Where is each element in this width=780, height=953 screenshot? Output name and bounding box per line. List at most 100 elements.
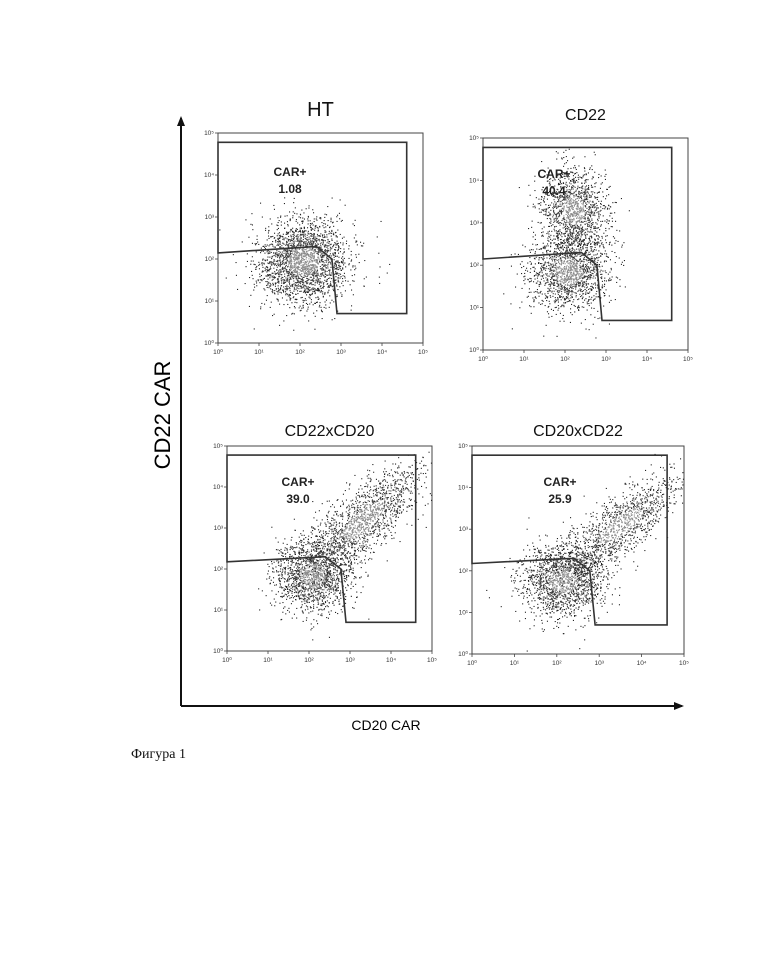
scatter-point [557, 291, 558, 292]
scatter-point [276, 250, 277, 251]
scatter-point [582, 261, 583, 262]
scatter-point [303, 292, 304, 293]
scatter-point [292, 253, 293, 254]
scatter-point [315, 243, 316, 244]
scatter-point [573, 262, 574, 263]
scatter-point [315, 316, 316, 317]
scatter-point [286, 269, 287, 270]
scatter-point [290, 239, 291, 240]
scatter-point [569, 186, 570, 187]
scatter-point [288, 295, 289, 296]
scatter-point [277, 257, 278, 258]
scatter-point [584, 168, 585, 169]
scatter-point [583, 297, 584, 298]
scatter-point [329, 231, 330, 232]
scatter-point [283, 268, 284, 269]
scatter-point [275, 253, 276, 254]
scatter-point [584, 192, 585, 193]
scatter-point [591, 258, 592, 259]
scatter-point [274, 261, 275, 262]
scatter-point [554, 291, 555, 292]
scatter-point [284, 197, 285, 198]
scatter-point [545, 298, 546, 299]
scatter-point [578, 200, 579, 201]
scatter-point [568, 268, 569, 269]
scatter-point [608, 274, 609, 275]
scatter-point [548, 265, 549, 266]
scatter-point [553, 288, 554, 289]
scatter-point [564, 292, 565, 293]
scatter-point [541, 212, 542, 213]
scatter-point [301, 253, 302, 254]
scatter-point [582, 229, 583, 230]
scatter-point [572, 239, 573, 240]
scatter-point [301, 240, 302, 241]
scatter-point [585, 237, 586, 238]
scatter-point [594, 242, 595, 243]
scatter-point [573, 189, 574, 190]
scatter-point [586, 281, 587, 282]
scatter-point [312, 223, 313, 224]
scatter-point [571, 287, 572, 288]
scatter-point [336, 266, 337, 267]
scatter-point [285, 256, 286, 257]
scatter-point [572, 213, 573, 214]
scatter-point [245, 219, 246, 220]
scatter-point [573, 179, 574, 180]
scatter-point [593, 284, 594, 285]
scatter-point [272, 236, 273, 237]
scatter-point [330, 283, 331, 284]
scatter-point [576, 195, 577, 196]
scatter-point [554, 201, 555, 202]
scatter-point [333, 286, 334, 287]
scatter-point [290, 245, 291, 246]
scatter-point [564, 206, 565, 207]
scatter-point [568, 241, 569, 242]
scatter-point [319, 290, 320, 291]
scatter-point [557, 290, 558, 291]
scatter-point [270, 218, 271, 219]
scatter-point [256, 266, 257, 267]
scatter-point [598, 250, 599, 251]
scatter-point [591, 187, 592, 188]
scatter-point [557, 218, 558, 219]
scatter-point [588, 266, 589, 267]
scatter-point [285, 259, 286, 260]
scatter-point [535, 258, 536, 259]
scatter-point [262, 260, 263, 261]
scatter-point [556, 218, 557, 219]
scatter-point [573, 279, 574, 280]
scatter-point [289, 269, 290, 270]
scatter-point [316, 262, 317, 263]
scatter-point [552, 224, 553, 225]
scatter-point [288, 273, 289, 274]
scatter-point [583, 302, 584, 303]
scatter-point [324, 262, 325, 263]
scatter-point [555, 294, 556, 295]
scatter-point [579, 243, 580, 244]
scatter-point [535, 291, 536, 292]
scatter-point [531, 264, 532, 265]
scatter-point [529, 257, 530, 258]
scatter-point [605, 230, 606, 231]
scatter-point [564, 276, 565, 277]
scatter-point [292, 243, 293, 244]
scatter-point [561, 232, 562, 233]
scatter-point [280, 244, 281, 245]
scatter-point [333, 222, 334, 223]
scatter-point [578, 298, 579, 299]
scatter-point [310, 269, 311, 270]
scatter-point [590, 167, 591, 168]
scatter-point [576, 223, 577, 224]
scatter-point [266, 285, 267, 286]
y-tick-label: 10¹ [205, 298, 215, 305]
scatter-point [330, 233, 331, 234]
scatter-point [584, 259, 585, 260]
scatter-point [556, 220, 557, 221]
scatter-point [560, 231, 561, 232]
scatter-point [599, 264, 600, 265]
scatter-point [570, 285, 571, 286]
scatter-point [566, 194, 567, 195]
scatter-point [584, 191, 585, 192]
scatter-point [291, 240, 292, 241]
